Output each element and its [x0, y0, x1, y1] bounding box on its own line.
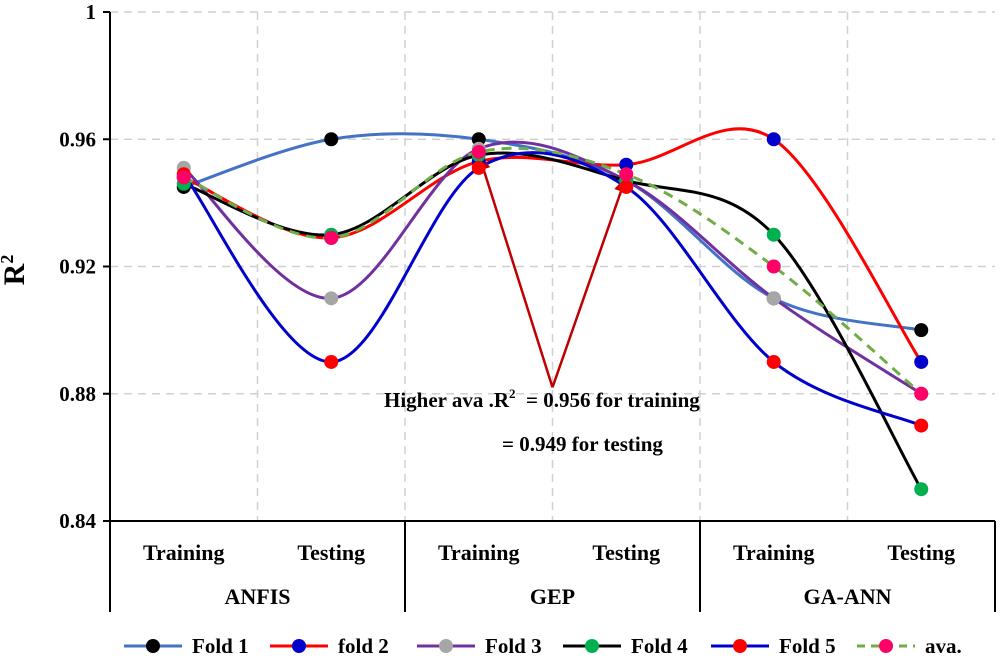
group-label: ANFIS [224, 584, 290, 609]
legend-label-5: Fold 5 [779, 634, 836, 658]
legend-marker-5 [733, 639, 747, 653]
data-point-s6 [766, 259, 781, 274]
legend-marker-2 [292, 639, 306, 653]
data-point-s4 [914, 482, 929, 497]
data-point-s6 [914, 386, 929, 401]
annotation-arrow-line [477, 153, 554, 388]
data-point-s5 [619, 179, 634, 194]
legend-marker-4 [585, 639, 599, 653]
x-tick-label: Testing [297, 540, 365, 565]
x-tick-label: Testing [592, 540, 660, 565]
data-point-s4 [766, 227, 781, 242]
legend-marker-1 [146, 639, 160, 653]
data-point-s5 [766, 354, 781, 369]
group-label: GEP [530, 584, 575, 609]
grid-lines [110, 11, 995, 521]
x-tick-label: Testing [887, 540, 955, 565]
data-point-s5 [324, 354, 339, 369]
y-axis-label: R2 [0, 255, 31, 286]
data-point-s3 [324, 291, 339, 306]
axes: 0.84 0.88 0.92 0.96 1 ANFIS GEP GA-ANN Training T… [59, 0, 996, 612]
legend-label-6: ava. [925, 634, 962, 658]
data-point-s6 [324, 230, 339, 245]
y-tick-label: 0.96 [59, 127, 96, 151]
y-tick-label: 0.84 [59, 509, 96, 533]
data-point-s1 [324, 132, 339, 147]
y-tick-label: 0.92 [59, 255, 96, 279]
data-point-s5 [471, 160, 486, 175]
legend: Fold 1 fold 2 Fold 3 Fold 4 Fold 5 ava. [124, 634, 962, 658]
y-tick-label: 0.88 [59, 382, 96, 406]
x-tick-label: Training [143, 540, 225, 565]
y-tick-label: 1 [86, 0, 97, 24]
data-point-s2 [766, 132, 781, 147]
x-tick-label: Training [438, 540, 520, 565]
data-point-s6 [176, 170, 191, 185]
legend-marker-3 [439, 639, 453, 653]
legend-label-2: fold 2 [338, 634, 389, 658]
series-line-3 [182, 140, 923, 396]
annotation-line-1: Higher ava .R2 = 0.956 for training [384, 386, 700, 412]
annotation-arrow-line [551, 175, 628, 388]
data-point-s5 [914, 418, 929, 433]
legend-label-1: Fold 1 [192, 634, 249, 658]
group-label: GA-ANN [804, 584, 892, 609]
legend-label-4: Fold 4 [631, 634, 688, 658]
legend-marker-6 [879, 639, 893, 653]
series-markers [176, 132, 929, 497]
x-tick-label: Training [733, 540, 815, 565]
data-point-s2 [914, 354, 929, 369]
series-line-6 [183, 146, 923, 395]
data-point-s1 [914, 323, 929, 338]
data-point-s6 [619, 167, 634, 182]
data-point-s6 [471, 144, 486, 159]
legend-label-3: Fold 3 [485, 634, 542, 658]
data-point-s3 [766, 291, 781, 306]
annotation-line-2: = 0.949 for testing [502, 432, 663, 456]
